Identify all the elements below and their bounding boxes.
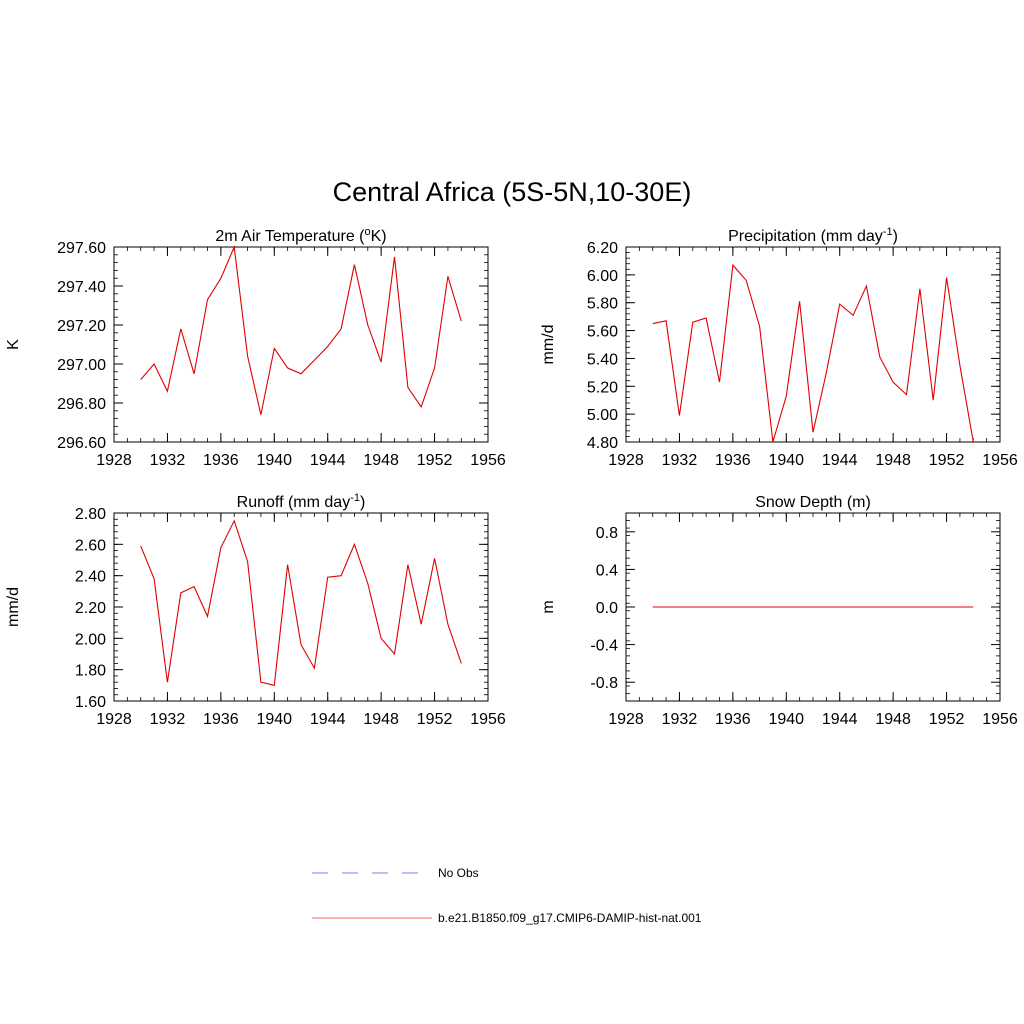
panel-precipitation: 1928 1932 1936 1940 1944 1948 1952 1956 4.80 5.00… [540, 226, 1018, 469]
temperature-title-text: 2m Air Temperature ( [215, 228, 365, 245]
runoff-title: Runoff (mm day-1) [237, 492, 366, 511]
temperature-y-tick-label: 297.40 [57, 279, 106, 296]
snow-depth-y-tick-label: 0.4 [596, 562, 618, 579]
temperature-y-axis-label: K [5, 339, 22, 350]
runoff-x-tick-label: 1944 [310, 711, 346, 728]
snow-depth-y-tick-label: -0.4 [590, 638, 618, 655]
snow-depth-x-tick-label: 1932 [662, 711, 698, 728]
precipitation-series-line [652, 263, 974, 443]
panel-snow-depth: 1928 1932 1936 1940 1944 1948 1952 1956 -0.8 -0.4… [540, 494, 1018, 728]
precipitation-x-tick-label: 1940 [768, 452, 804, 469]
runoff-y-tick-label: 2.20 [75, 600, 106, 617]
temperature-plot-frame [113, 246, 489, 443]
runoff-x-tick-label: 1928 [96, 711, 132, 728]
precipitation-title: Precipitation (mm day-1) [728, 226, 898, 245]
runoff-y-axis-label: mm/d [5, 587, 22, 627]
precipitation-y-tick-label: 6.20 [587, 240, 618, 257]
panel-temperature: 1928 1932 1936 1940 1944 1948 1952 1956 296.60 29… [5, 226, 506, 469]
runoff-series-line [140, 519, 462, 686]
snow-depth-title-text: Snow Depth (m) [755, 494, 871, 511]
snow-depth-y-axis-label: m [540, 600, 557, 613]
snow-depth-x-tick-label: 1944 [822, 711, 858, 728]
precipitation-x-tick-label: 1944 [822, 452, 858, 469]
temperature-x-tick-label: 1944 [310, 452, 346, 469]
runoff-y-tick-label: 2.00 [75, 631, 106, 648]
runoff-y-tick-label: 2.40 [75, 569, 106, 586]
snow-depth-y-tick-label: -0.8 [590, 675, 618, 692]
precipitation-y-tick-label: 5.40 [587, 351, 618, 368]
temperature-x-tick-label: 1936 [203, 452, 239, 469]
precipitation-title-text: Precipitation (mm day [728, 228, 883, 245]
runoff-y-tick-label: 1.80 [75, 663, 106, 680]
snow-depth-x-tick-label: 1940 [768, 711, 804, 728]
temperature-y-tick-label: 297.20 [57, 318, 106, 335]
precipitation-y-tick-label: 5.80 [587, 296, 618, 313]
precipitation-y-tick-label: 5.20 [587, 379, 618, 396]
temperature-title-suffix: K) [371, 228, 387, 245]
snow-depth-y-tick-label: 0.0 [596, 600, 618, 617]
runoff-title-superscript: -1 [350, 492, 360, 504]
precipitation-y-axis-label: mm/d [540, 325, 557, 365]
snow-depth-x-tick-label: 1948 [875, 711, 911, 728]
temperature-series-line [140, 244, 462, 415]
snow-depth-y-tick-label: 0.8 [596, 525, 618, 542]
runoff-y-tick-label: 2.80 [75, 506, 106, 523]
temperature-x-tick-label: 1948 [363, 452, 399, 469]
runoff-x-tick-label: 1956 [470, 711, 506, 728]
runoff-y-tick-label: 1.60 [75, 694, 106, 711]
runoff-title-text: Runoff (mm day [237, 494, 351, 511]
precipitation-x-tick-label: 1928 [608, 452, 644, 469]
runoff-title-suffix: ) [360, 494, 365, 511]
precipitation-plot-frame [625, 246, 1001, 443]
legend-label-model-run: b.e21.B1850.f09_g17.CMIP6-DAMIP-hist-nat… [438, 911, 702, 925]
temperature-y-tick-label: 297.00 [57, 357, 106, 374]
temperature-x-tick-label: 1956 [470, 452, 506, 469]
temperature-y-tick-label: 296.60 [57, 435, 106, 452]
panel-runoff: 1928 1932 1936 1940 1944 1948 1952 1956 1.60 1.80… [5, 492, 506, 728]
runoff-y-tick-label: 2.60 [75, 537, 106, 554]
snow-depth-x-tick-label: 1952 [929, 711, 965, 728]
precipitation-x-tick-label: 1956 [982, 452, 1018, 469]
runoff-x-tick-label: 1936 [203, 711, 239, 728]
precipitation-x-tick-label: 1952 [929, 452, 965, 469]
temperature-title: 2m Air Temperature (oK) [215, 226, 386, 245]
precipitation-y-tick-label: 5.60 [587, 324, 618, 341]
snow-depth-x-tick-label: 1936 [715, 711, 751, 728]
precipitation-title-superscript: -1 [883, 226, 893, 238]
snow-depth-x-tick-label: 1928 [608, 711, 644, 728]
precipitation-title-suffix: ) [893, 228, 898, 245]
snow-depth-title: Snow Depth (m) [755, 494, 871, 511]
precipitation-y-tick-label: 6.00 [587, 268, 618, 285]
precipitation-x-tick-label: 1948 [875, 452, 911, 469]
figure-title: Central Africa (5S-5N,10-30E) [333, 177, 692, 207]
temperature-y-tick-label: 297.60 [57, 240, 106, 257]
runoff-plot-frame [113, 512, 489, 702]
legend-label-no-obs: No Obs [438, 866, 479, 880]
precipitation-x-tick-label: 1932 [662, 452, 698, 469]
precipitation-y-tick-label: 5.00 [587, 407, 618, 424]
temperature-x-tick-label: 1940 [256, 452, 292, 469]
temperature-x-tick-label: 1952 [417, 452, 453, 469]
temperature-title-superscript: o [364, 226, 370, 238]
temperature-y-tick-label: 296.80 [57, 396, 106, 413]
precipitation-x-tick-label: 1936 [715, 452, 751, 469]
precipitation-y-tick-label: 4.80 [587, 435, 618, 452]
temperature-x-tick-label: 1928 [96, 452, 132, 469]
snow-depth-x-tick-label: 1956 [982, 711, 1018, 728]
legend: No Obs b.e21.B1850.f09_g17.CMIP6-DAMIP-h… [312, 866, 702, 925]
runoff-x-tick-label: 1948 [363, 711, 399, 728]
panels: 1928 1932 1936 1940 1944 1948 1952 1956 296.60 29… [5, 226, 1018, 728]
runoff-x-tick-label: 1940 [256, 711, 292, 728]
runoff-x-tick-label: 1932 [150, 711, 186, 728]
runoff-x-tick-label: 1952 [417, 711, 453, 728]
temperature-x-tick-label: 1932 [150, 452, 186, 469]
